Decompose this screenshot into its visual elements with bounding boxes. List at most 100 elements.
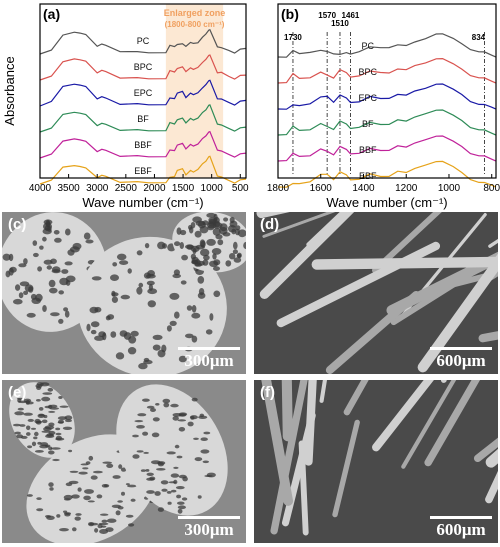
sem-pore xyxy=(223,217,229,222)
sem-pore xyxy=(96,494,103,499)
sem-pore xyxy=(205,329,213,335)
sem-pore xyxy=(208,217,218,223)
sem-pore xyxy=(130,330,139,337)
sem-pore xyxy=(154,491,161,496)
sem-pore xyxy=(48,450,55,455)
sem-pore xyxy=(173,466,179,469)
annotation-title-a: Enlarged zone xyxy=(164,8,226,18)
sem-pore xyxy=(53,230,60,235)
sem-pore xyxy=(31,441,37,447)
sem-pore xyxy=(23,290,29,295)
sem-fiber xyxy=(281,380,293,442)
sem-pore xyxy=(49,407,59,410)
sem-pore xyxy=(197,276,205,284)
sem-pore xyxy=(187,421,194,427)
sem-pore xyxy=(132,454,140,459)
sem-pore xyxy=(189,226,194,234)
series-label-a-EBF: EBF xyxy=(134,166,152,176)
plot-frame-a xyxy=(39,3,247,179)
sem-pore xyxy=(13,298,23,305)
sem-pore xyxy=(55,432,62,436)
sem-pore xyxy=(147,270,156,277)
sem-pore xyxy=(162,398,171,404)
sem-fiber xyxy=(485,470,498,504)
sem-pore xyxy=(229,216,235,224)
sem-pore xyxy=(134,420,144,423)
series-line-a-BPC xyxy=(39,54,247,81)
x-tick-label-a-3500: 3500 xyxy=(57,183,80,194)
sem-pore xyxy=(50,258,57,265)
sem-pore xyxy=(174,444,180,449)
sem-pore xyxy=(115,352,125,360)
sem-pore xyxy=(180,280,187,285)
sem-pore xyxy=(177,505,186,510)
sem-pore xyxy=(37,266,42,272)
peak-label-1730: 1730 xyxy=(284,33,302,42)
sem-pore xyxy=(197,292,206,299)
x-tick-label-a-500: 500 xyxy=(232,183,249,194)
sem-pore xyxy=(156,468,166,471)
sem-pore xyxy=(177,419,187,422)
sem-pore xyxy=(27,445,33,449)
series-label-b-BPC: BPC xyxy=(359,67,378,77)
sem-pore xyxy=(190,253,196,260)
sem-pore xyxy=(176,455,183,459)
sem-pore xyxy=(28,286,34,293)
sem-panel-c: (c) 300μm xyxy=(2,212,246,374)
sem-pore xyxy=(18,292,24,299)
sem-pore xyxy=(65,275,76,283)
sem-pore xyxy=(198,415,208,419)
sem-pore xyxy=(176,494,182,499)
annotation-range-a: (1800-800 cm⁻¹) xyxy=(165,20,225,29)
sem-pore xyxy=(91,276,102,281)
sem-pore xyxy=(50,312,60,317)
sem-pore xyxy=(16,397,25,400)
sem-pore xyxy=(36,508,44,512)
x-tick-label-a-3000: 3000 xyxy=(86,183,109,194)
sem-pore xyxy=(127,347,137,355)
series-label-a-BPC: BPC xyxy=(134,62,153,72)
sem-pore xyxy=(38,414,45,417)
sem-pore xyxy=(101,484,108,488)
x-tick-label-a-2500: 2500 xyxy=(115,183,138,194)
sem-pore xyxy=(211,248,222,255)
sem-pore xyxy=(120,467,127,472)
sem-pore xyxy=(75,513,82,516)
sem-pore xyxy=(128,523,135,527)
sem-pore xyxy=(18,263,27,268)
sem-pore xyxy=(130,498,136,502)
sem-pore xyxy=(170,489,177,493)
sem-pore xyxy=(82,467,89,470)
sem-pore xyxy=(194,457,203,462)
sem-pore xyxy=(136,425,145,429)
sem-pore xyxy=(85,239,94,244)
sem-pore xyxy=(191,397,198,402)
sem-pore xyxy=(157,462,164,467)
sem-pore xyxy=(106,463,114,468)
sem-pore xyxy=(78,471,88,475)
sem-pore xyxy=(64,415,73,421)
sem-pore xyxy=(167,501,172,505)
sem-pore xyxy=(42,392,53,395)
sem-pore xyxy=(200,449,210,454)
peak-label-1570: 1570 xyxy=(318,11,336,20)
scale-bar-label-d: 600μm xyxy=(436,351,486,370)
panel-label-f: (f) xyxy=(260,384,275,401)
sem-pore xyxy=(121,491,125,496)
sem-pore xyxy=(178,355,187,363)
sem-pore xyxy=(177,508,183,514)
sem-pore xyxy=(136,286,143,295)
panel-label-c: (c) xyxy=(8,216,27,233)
sem-pore xyxy=(136,450,144,453)
sem-pore xyxy=(35,420,43,424)
sem-fiber xyxy=(270,380,308,535)
sem-pore xyxy=(163,402,170,408)
sem-pore xyxy=(63,307,69,312)
sem-image-e xyxy=(2,380,246,543)
sem-pore xyxy=(26,494,33,497)
sem-image-f xyxy=(254,380,498,543)
sem-pore xyxy=(41,396,51,402)
sem-pore xyxy=(191,305,197,313)
sem-fiber xyxy=(261,380,294,506)
